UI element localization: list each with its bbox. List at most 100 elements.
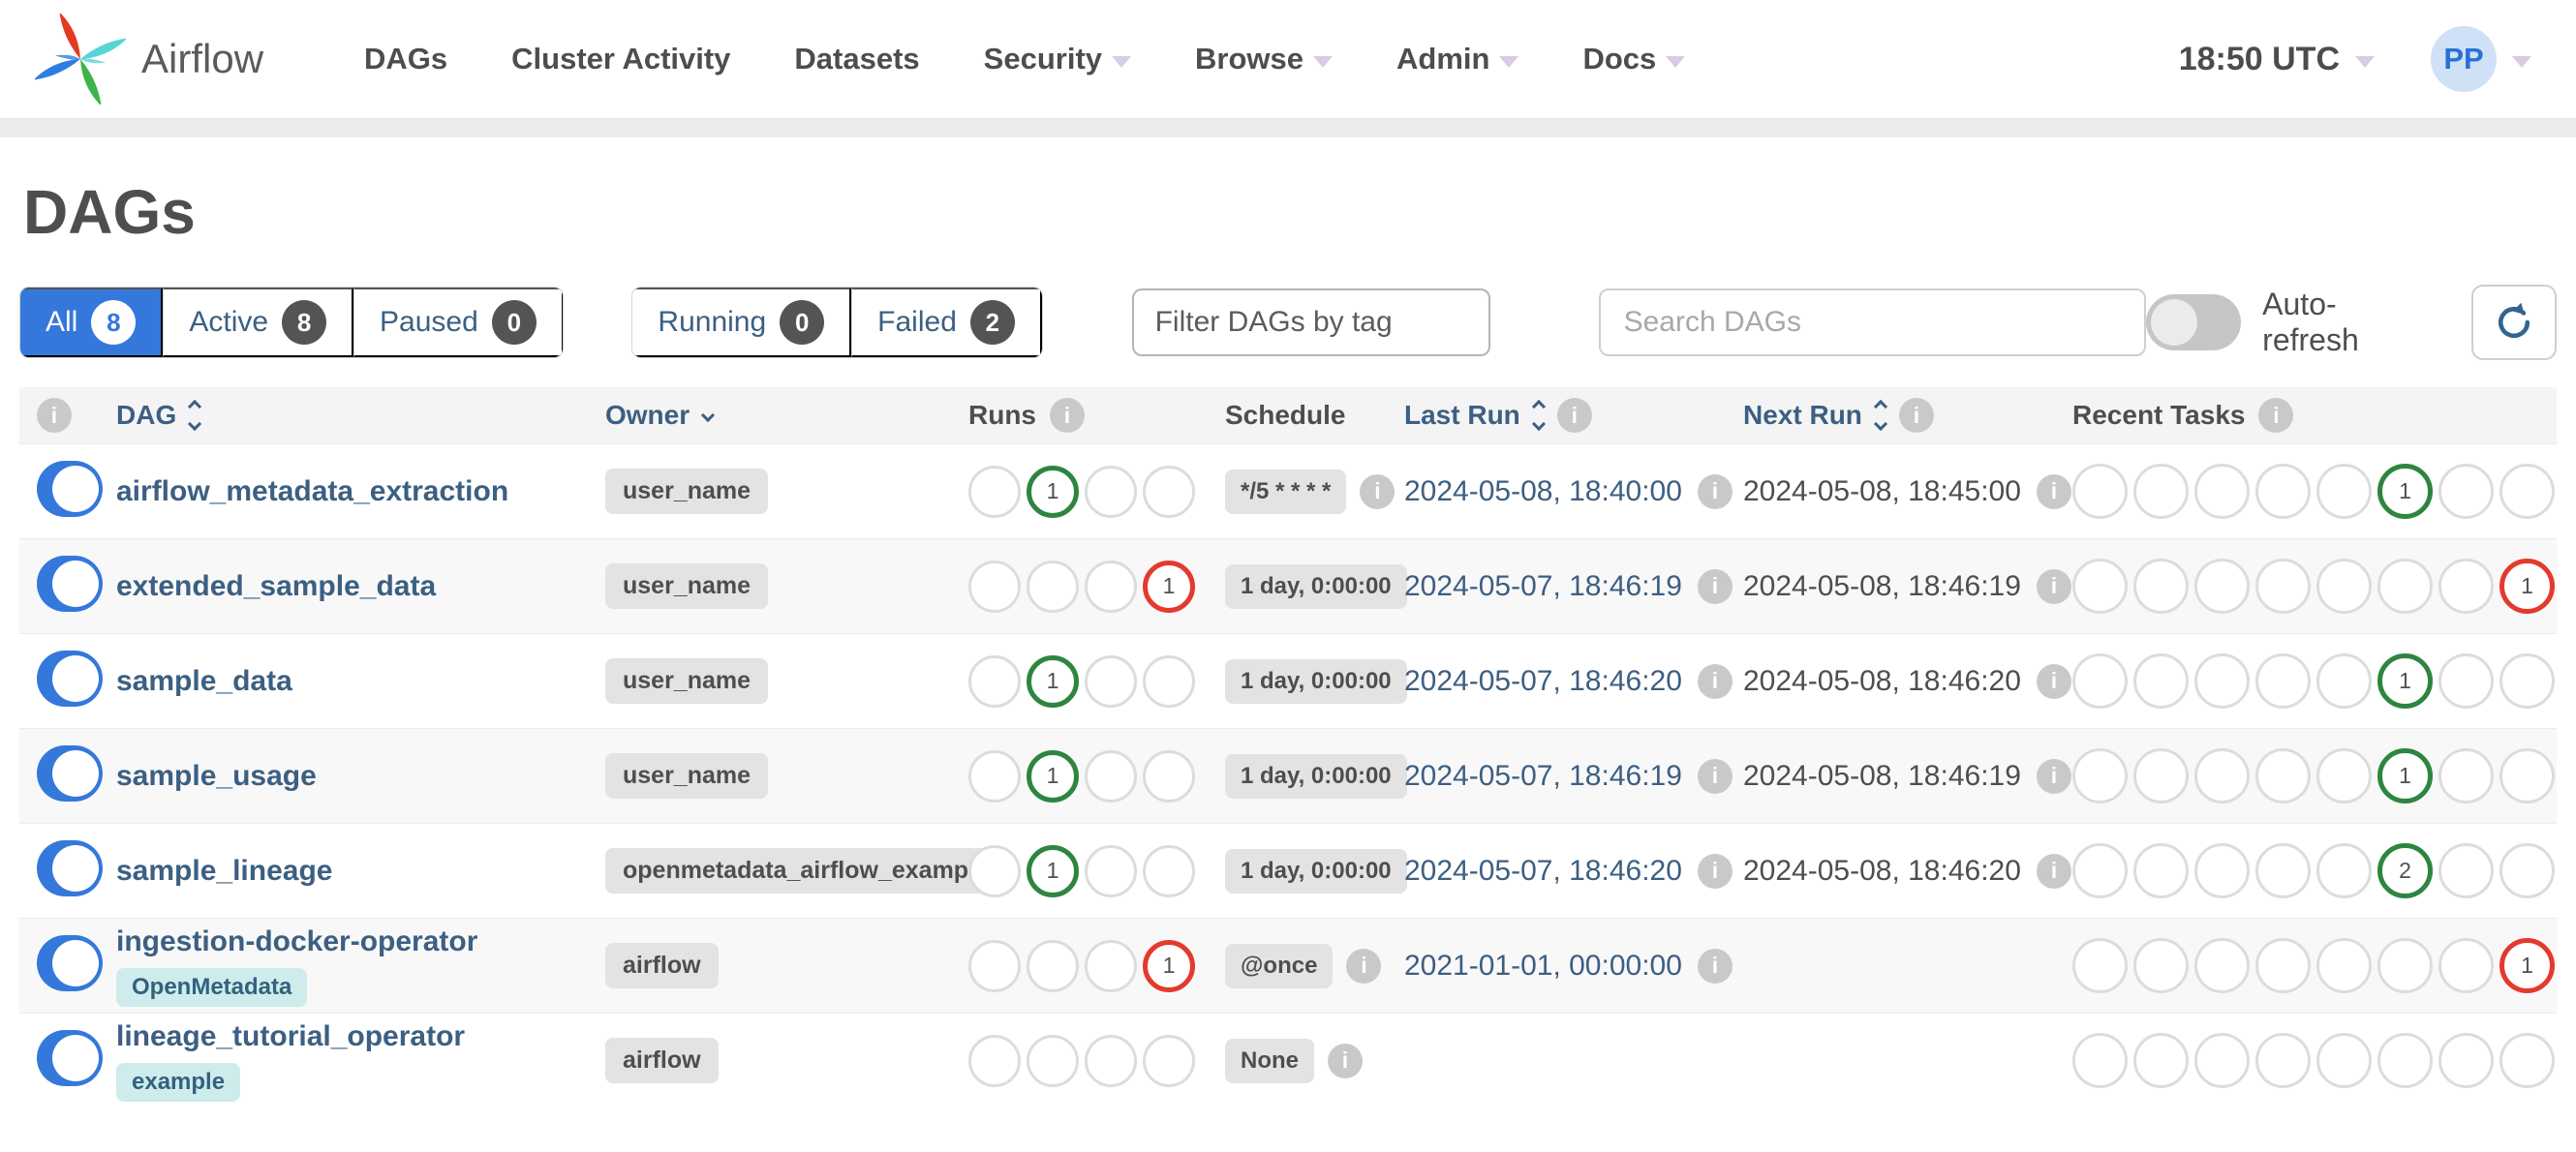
last-run-link[interactable]: 2024-05-07, 18:46:20 bbox=[1404, 664, 1682, 697]
task-state-circle[interactable] bbox=[2072, 1033, 2128, 1088]
info-icon[interactable]: i bbox=[1697, 948, 1733, 984]
task-state-circle[interactable] bbox=[1085, 1034, 1137, 1087]
info-icon[interactable]: i bbox=[1328, 1043, 1363, 1078]
info-icon[interactable]: i bbox=[2036, 568, 2071, 604]
task-state-circle[interactable] bbox=[2377, 559, 2433, 614]
task-state-circle[interactable] bbox=[968, 560, 1021, 613]
info-icon[interactable]: i bbox=[1346, 948, 1382, 984]
task-state-circle[interactable] bbox=[2438, 843, 2494, 898]
info-icon[interactable]: i bbox=[2036, 473, 2071, 509]
info-icon[interactable]: i bbox=[1360, 473, 1395, 509]
task-state-circle[interactable] bbox=[968, 1034, 1021, 1087]
task-state-circle[interactable]: 1 bbox=[2499, 559, 2555, 614]
info-icon[interactable]: i bbox=[2258, 398, 2294, 433]
filter-button-active[interactable]: Active 8 bbox=[163, 288, 354, 357]
dag-pause-toggle[interactable] bbox=[37, 935, 103, 991]
task-state-circle[interactable] bbox=[2255, 748, 2311, 803]
task-state-circle[interactable] bbox=[2316, 464, 2372, 519]
info-icon[interactable]: i bbox=[37, 398, 72, 433]
task-state-circle[interactable] bbox=[2499, 748, 2555, 803]
avatar[interactable]: PP bbox=[2431, 26, 2497, 92]
task-state-circle[interactable] bbox=[2438, 748, 2494, 803]
nav-item-datasets[interactable]: Datasets bbox=[794, 42, 919, 76]
task-state-circle[interactable] bbox=[2194, 1033, 2250, 1088]
task-state-circle[interactable] bbox=[2194, 843, 2250, 898]
dag-name-link[interactable]: sample_lineage bbox=[116, 854, 333, 887]
task-state-circle[interactable] bbox=[1085, 749, 1137, 803]
search-input[interactable] bbox=[1598, 288, 2147, 356]
info-icon[interactable]: i bbox=[2036, 663, 2071, 699]
dag-name-link[interactable]: extended_sample_data bbox=[116, 569, 437, 602]
task-state-circle[interactable] bbox=[1143, 654, 1195, 708]
dag-pause-toggle[interactable] bbox=[37, 461, 103, 517]
last-run-link[interactable]: 2024-05-07, 18:46:20 bbox=[1404, 854, 1682, 887]
sort-icon[interactable] bbox=[1531, 399, 1546, 432]
info-icon[interactable]: i bbox=[1556, 398, 1592, 433]
nav-item-security[interactable]: Security bbox=[984, 42, 1132, 76]
info-icon[interactable]: i bbox=[1697, 473, 1733, 509]
task-state-circle[interactable] bbox=[2499, 843, 2555, 898]
task-state-circle[interactable] bbox=[1027, 1034, 1079, 1087]
task-state-circle[interactable] bbox=[968, 654, 1021, 708]
task-state-circle[interactable] bbox=[2499, 653, 2555, 709]
header-last-run[interactable]: Last Run i bbox=[1404, 398, 1743, 433]
task-state-circle[interactable] bbox=[2072, 559, 2128, 614]
task-state-circle[interactable] bbox=[1085, 939, 1137, 992]
info-icon[interactable]: i bbox=[2036, 758, 2071, 794]
task-state-circle[interactable]: 1 bbox=[2377, 653, 2433, 709]
task-state-circle[interactable] bbox=[1085, 465, 1137, 518]
info-icon[interactable]: i bbox=[1898, 398, 1934, 433]
task-state-circle[interactable] bbox=[1027, 560, 1079, 613]
refresh-button[interactable] bbox=[2471, 285, 2558, 360]
task-state-circle[interactable] bbox=[2072, 653, 2128, 709]
task-state-circle[interactable] bbox=[968, 939, 1021, 992]
dag-tag-badge[interactable]: example bbox=[116, 1062, 241, 1102]
task-state-circle[interactable] bbox=[2194, 938, 2250, 993]
chevron-down-icon[interactable] bbox=[2512, 56, 2531, 68]
task-state-circle[interactable] bbox=[1143, 1034, 1195, 1087]
task-state-circle[interactable] bbox=[2438, 464, 2494, 519]
dag-name-link[interactable]: lineage_tutorial_operator bbox=[116, 1019, 466, 1052]
info-icon[interactable]: i bbox=[1050, 398, 1085, 433]
task-state-circle[interactable] bbox=[2133, 748, 2189, 803]
task-state-circle[interactable] bbox=[1085, 844, 1137, 897]
auto-refresh-toggle[interactable] bbox=[2146, 294, 2242, 350]
task-state-circle[interactable] bbox=[2316, 938, 2372, 993]
task-state-circle[interactable] bbox=[1085, 560, 1137, 613]
task-state-circle[interactable]: 1 bbox=[1027, 654, 1079, 708]
task-state-circle[interactable] bbox=[2072, 464, 2128, 519]
clock-menu[interactable]: 18:50 UTC bbox=[2179, 41, 2375, 78]
tag-filter-input[interactable] bbox=[1131, 288, 1490, 356]
dag-name-link[interactable]: sample_data bbox=[116, 664, 292, 697]
task-state-circle[interactable] bbox=[2499, 464, 2555, 519]
task-state-circle[interactable] bbox=[2255, 843, 2311, 898]
task-state-circle[interactable]: 1 bbox=[1143, 560, 1195, 613]
task-state-circle[interactable] bbox=[2072, 843, 2128, 898]
last-run-link[interactable]: 2021-01-01, 00:00:00 bbox=[1404, 949, 1682, 982]
last-run-link[interactable]: 2024-05-07, 18:46:19 bbox=[1404, 569, 1682, 602]
task-state-circle[interactable] bbox=[2316, 748, 2372, 803]
info-icon[interactable]: i bbox=[1697, 663, 1733, 699]
task-state-circle[interactable] bbox=[2377, 1033, 2433, 1088]
task-state-circle[interactable] bbox=[2072, 938, 2128, 993]
task-state-circle[interactable] bbox=[1143, 749, 1195, 803]
task-state-circle[interactable] bbox=[1085, 654, 1137, 708]
filter-button-all[interactable]: All 8 bbox=[20, 288, 164, 357]
task-state-circle[interactable] bbox=[2255, 464, 2311, 519]
header-owner[interactable]: Owner bbox=[605, 400, 968, 431]
last-run-link[interactable]: 2024-05-07, 18:46:19 bbox=[1404, 759, 1682, 792]
dag-name-link[interactable]: airflow_metadata_extraction bbox=[116, 474, 509, 507]
task-state-circle[interactable] bbox=[2255, 938, 2311, 993]
task-state-circle[interactable] bbox=[2133, 653, 2189, 709]
header-next-run[interactable]: Next Run i bbox=[1743, 398, 2072, 433]
task-state-circle[interactable]: 1 bbox=[2377, 748, 2433, 803]
task-state-circle[interactable] bbox=[968, 465, 1021, 518]
task-state-circle[interactable]: 1 bbox=[1027, 749, 1079, 803]
task-state-circle[interactable]: 1 bbox=[1143, 939, 1195, 992]
nav-item-browse[interactable]: Browse bbox=[1195, 42, 1333, 76]
task-state-circle[interactable] bbox=[2133, 559, 2189, 614]
task-state-circle[interactable] bbox=[2133, 938, 2189, 993]
filter-button-paused[interactable]: Paused 0 bbox=[353, 288, 564, 357]
nav-item-dags[interactable]: DAGs bbox=[364, 42, 447, 76]
task-state-circle[interactable] bbox=[2133, 1033, 2189, 1088]
